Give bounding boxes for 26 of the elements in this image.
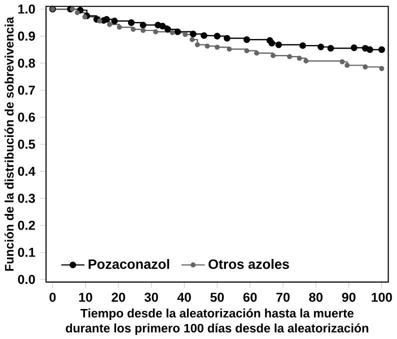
x-tick-label: 70 <box>276 292 290 302</box>
x-tick-label: 100 <box>372 292 392 302</box>
x-tick-label: 10 <box>79 292 92 302</box>
y-tick-label: 1.0 <box>18 4 35 14</box>
y-tick-label: 0.0 <box>18 274 35 284</box>
x-tick-label: 60 <box>243 292 257 302</box>
y-tick-label: 0.8 <box>18 58 36 68</box>
x-axis-title: Tiempo desde la aleatorización hasta la muerte durante los primero 100 días desde la aleatorización <box>66 308 368 335</box>
x-tick-label: 0 <box>50 292 56 302</box>
y-tick-label: 0.4 <box>18 166 36 176</box>
y-tick-label: 0.7 <box>18 85 35 95</box>
x-tick-label: 80 <box>309 292 323 302</box>
legend-label: Pozaconazol <box>88 258 170 269</box>
x-tick-label: 20 <box>112 292 126 302</box>
y-tick-label: 0.5 <box>18 139 36 149</box>
y-tick-label: 0.9 <box>18 31 35 40</box>
x-tick-label: 50 <box>210 292 224 302</box>
x-tick-label: 30 <box>144 292 158 302</box>
y-tick-label: 0.3 <box>18 194 35 203</box>
y-tick-label: 0.6 <box>18 112 35 122</box>
x-tick-label: 40 <box>177 292 191 302</box>
y-axis-title: Función de la distribución de sobrevivencia <box>4 16 14 271</box>
y-tick-label: 0.2 <box>18 220 35 230</box>
y-tick-label: 0.1 <box>18 248 36 257</box>
legend-label: Otros azoles <box>208 258 289 269</box>
x-tick-label: 90 <box>342 292 356 302</box>
